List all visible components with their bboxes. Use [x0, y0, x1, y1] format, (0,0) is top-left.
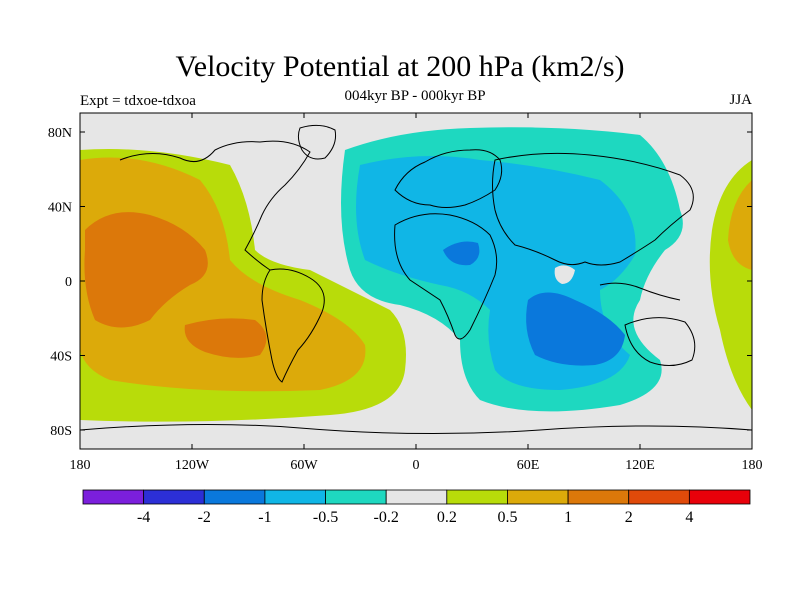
- x-tick-label: 180: [70, 458, 91, 473]
- coast-australia: [624, 317, 696, 366]
- y-tick-label: 80S: [50, 424, 72, 439]
- colorbar-swatch: [385, 489, 448, 505]
- latitude-ticks: 80N 40N 0 40S 80S: [48, 126, 752, 439]
- colorbar-swatch: [446, 489, 508, 505]
- coast-asia: [492, 152, 694, 266]
- x-tick-label: 120E: [625, 458, 655, 473]
- x-tick-label: 120W: [175, 458, 210, 473]
- colorbar-label: 4: [685, 509, 693, 526]
- positive-region-east-core: [728, 180, 752, 270]
- colorbar-swatch: [628, 489, 690, 505]
- colorbar-label: 0.2: [437, 509, 457, 526]
- coast-north-america: [119, 140, 311, 271]
- colorbar-swatch: [143, 489, 205, 505]
- colorbar: -4 -2 -1 -0.5 -0.2 0.2 0.5 1 2 4: [82, 489, 751, 526]
- colorbar-swatch: [325, 489, 387, 505]
- coast-africa: [394, 213, 498, 340]
- x-tick-label: 180: [742, 458, 763, 473]
- season-label: JJA: [729, 92, 752, 108]
- colorbar-label: -2: [198, 509, 211, 526]
- y-tick-label: 40N: [48, 201, 72, 216]
- coast-greenland: [297, 124, 336, 160]
- colorbar-label: -0.5: [313, 509, 338, 526]
- longitude-ticks: 180 120W 60W 0 60E 120E 180: [70, 113, 763, 473]
- colorbar-label: 1: [564, 509, 572, 526]
- negative-region-strong-2: [526, 292, 625, 366]
- x-tick-label: 60W: [290, 458, 318, 473]
- coast-antarctica: [80, 423, 752, 435]
- positive-region-strong-1: [84, 212, 208, 328]
- colorbar-swatch: [203, 489, 266, 505]
- colorbar-label: -0.2: [374, 509, 399, 526]
- y-tick-label: 40S: [50, 350, 72, 365]
- y-tick-label: 0: [65, 275, 72, 290]
- experiment-label: Expt = tdxoe-tdxoa: [80, 93, 196, 109]
- period-label: 004kyr BP - 000kyr BP: [344, 88, 486, 104]
- colorbar-swatch: [567, 489, 630, 505]
- colorbar-label: 2: [625, 509, 633, 526]
- coast-south-america: [261, 268, 325, 383]
- colorbar-swatch: [507, 489, 569, 505]
- y-tick-label: 80N: [48, 126, 72, 141]
- positive-region-strong-2: [184, 318, 267, 358]
- colorbar-swatch: [264, 489, 326, 505]
- coast-indonesia: [599, 282, 681, 301]
- x-tick-label: 60E: [517, 458, 540, 473]
- neutral-hole-india: [554, 265, 575, 284]
- map-title: Velocity Potential at 200 hPa (km2/s): [175, 50, 625, 83]
- colorbar-swatch: [82, 489, 145, 505]
- colorbar-label: -4: [137, 509, 150, 526]
- colorbar-label: -1: [258, 509, 271, 526]
- coastlines: [80, 124, 752, 435]
- x-tick-label: 0: [413, 458, 420, 473]
- colorbar-label: 0.5: [497, 509, 517, 526]
- colorbar-swatch: [688, 489, 751, 505]
- coast-europe: [394, 149, 503, 208]
- negative-region-strong-1: [443, 241, 480, 266]
